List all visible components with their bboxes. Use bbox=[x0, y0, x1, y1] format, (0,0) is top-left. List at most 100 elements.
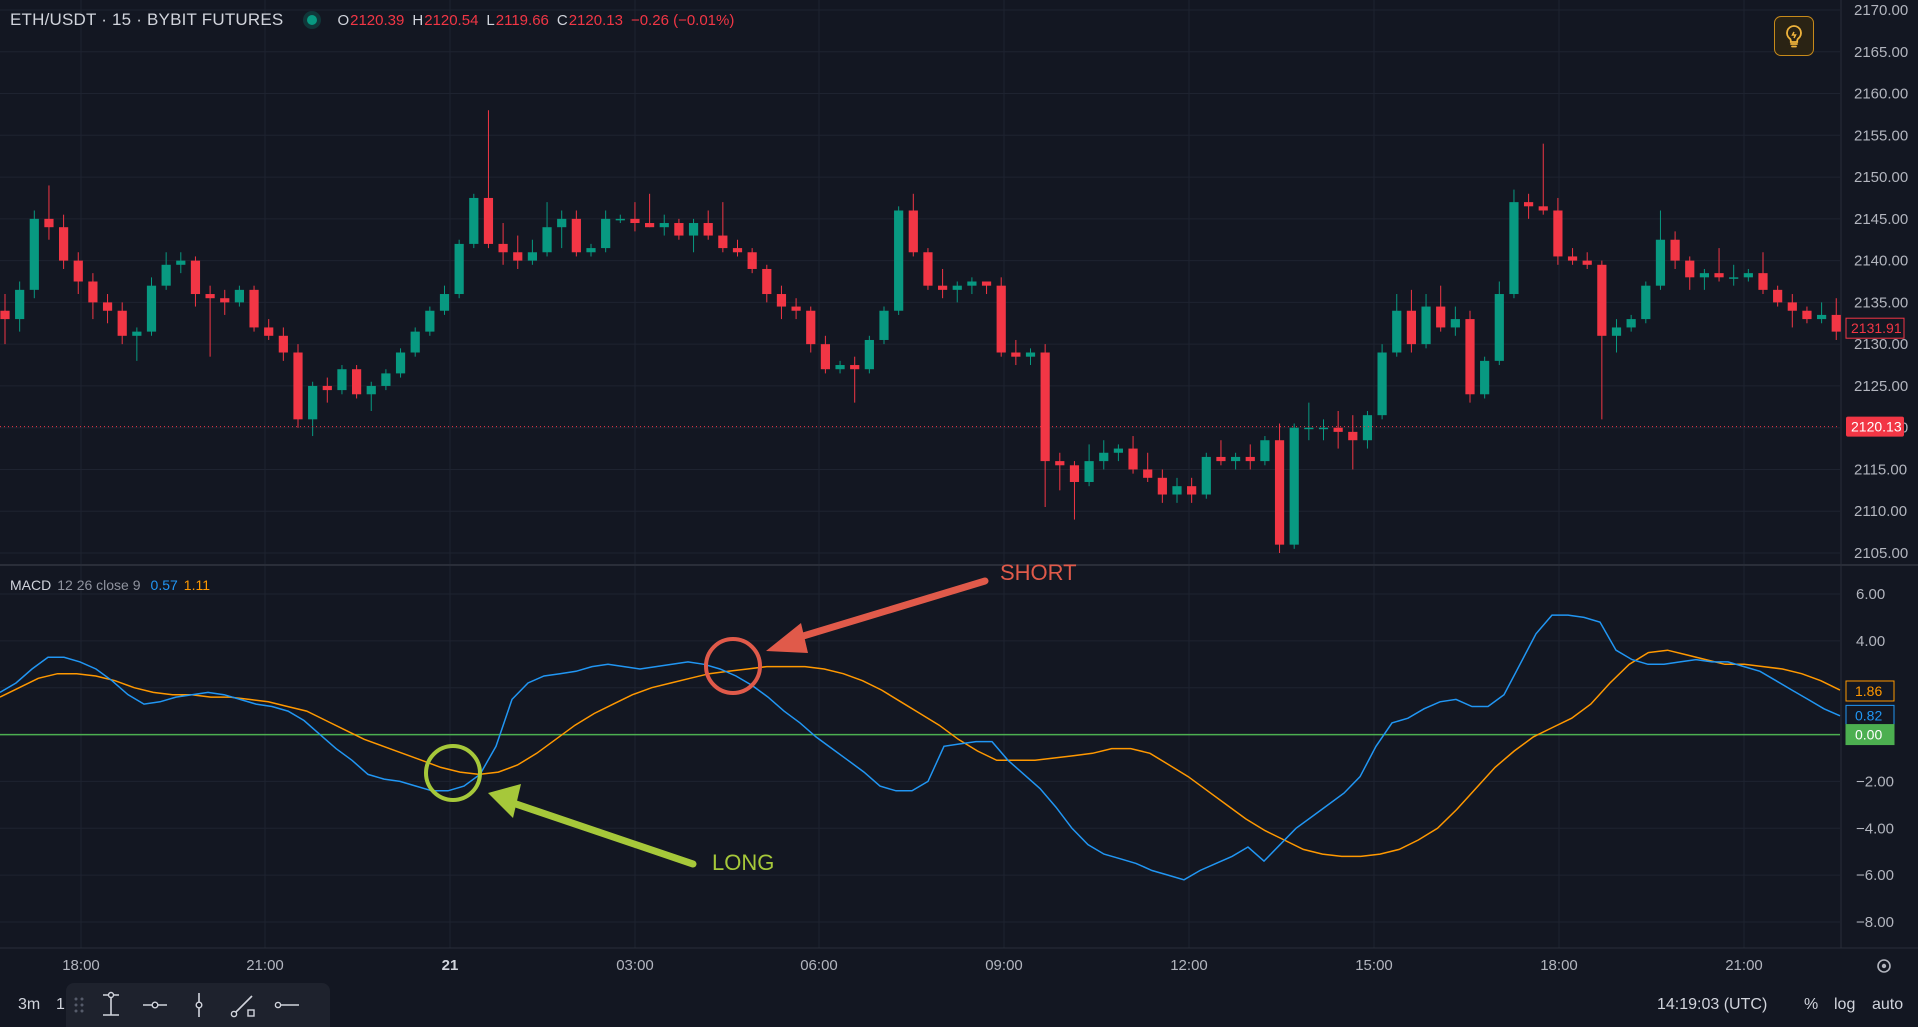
candle-body bbox=[1802, 310, 1812, 320]
candle-body bbox=[102, 302, 113, 311]
candle-body bbox=[850, 365, 860, 370]
candle-body bbox=[146, 285, 157, 332]
candle bbox=[1758, 252, 1768, 295]
candle bbox=[322, 377, 332, 403]
last-price-label: 2131.91 bbox=[1851, 320, 1902, 336]
candle-body bbox=[1157, 477, 1167, 495]
candle-body bbox=[1743, 273, 1753, 278]
candle-body bbox=[381, 373, 391, 386]
low-value: 2119.66 bbox=[495, 11, 549, 29]
candle-body bbox=[1817, 314, 1827, 320]
candle-body bbox=[1245, 456, 1255, 462]
time-tick-label: 18:00 bbox=[1540, 957, 1578, 974]
candle bbox=[249, 285, 259, 332]
candle bbox=[1084, 444, 1094, 487]
candle bbox=[703, 210, 713, 240]
candle bbox=[1406, 289, 1416, 353]
time-tick-label: 21:00 bbox=[1725, 957, 1763, 974]
candle bbox=[1216, 440, 1226, 466]
candle-body bbox=[1040, 352, 1050, 462]
market-status-dot-icon bbox=[307, 15, 318, 25]
price-range-tool-icon[interactable] bbox=[92, 988, 130, 1022]
candle bbox=[117, 302, 127, 345]
candle-body bbox=[1201, 456, 1211, 495]
trend-line-tool-icon[interactable] bbox=[224, 988, 262, 1022]
candle-body bbox=[1831, 314, 1841, 332]
log-scale-toggle[interactable]: log bbox=[1834, 996, 1856, 1013]
candle bbox=[923, 248, 933, 290]
candle-body bbox=[1567, 256, 1578, 261]
long-circle-marker bbox=[424, 744, 482, 802]
candle bbox=[820, 335, 830, 374]
candle-body bbox=[703, 223, 713, 236]
macd-value: 0.57 bbox=[150, 577, 178, 593]
candle-body bbox=[1172, 486, 1182, 495]
candle-body bbox=[1055, 461, 1065, 466]
candle bbox=[1128, 436, 1138, 474]
timeframe-button[interactable]: 3m bbox=[18, 996, 41, 1013]
candle-body bbox=[234, 289, 244, 303]
settings-gear-icon[interactable] bbox=[1877, 959, 1891, 973]
price-tick-label: 2130.00 bbox=[1854, 336, 1908, 353]
candle-body bbox=[1216, 456, 1226, 462]
macd-legend[interactable]: MACD 12 26 close 9 0.57 1.11 bbox=[10, 577, 210, 593]
horizontal-line-tool-icon[interactable] bbox=[268, 988, 306, 1022]
candle bbox=[1099, 440, 1109, 470]
candle-body bbox=[879, 310, 889, 340]
candle-body bbox=[894, 210, 904, 311]
candle bbox=[0, 294, 10, 345]
candle bbox=[1567, 248, 1578, 265]
time-tick-label: 12:00 bbox=[1170, 957, 1208, 974]
candle bbox=[952, 281, 962, 303]
signal-badge-label: 1.86 bbox=[1855, 683, 1882, 699]
candle-body bbox=[425, 310, 435, 332]
price-tick-label: 2160.00 bbox=[1854, 86, 1908, 103]
candle bbox=[776, 285, 787, 320]
lightbulb-icon[interactable] bbox=[1774, 16, 1814, 56]
candle bbox=[557, 210, 567, 249]
candle bbox=[293, 344, 303, 428]
auto-scale-toggle[interactable]: auto bbox=[1872, 996, 1904, 1013]
price-tick-label: 2150.00 bbox=[1854, 169, 1908, 186]
percent-scale-toggle[interactable]: % bbox=[1804, 996, 1819, 1013]
candle-body bbox=[439, 294, 450, 311]
short-label: SHORT bbox=[1000, 560, 1077, 585]
candle bbox=[1655, 210, 1666, 290]
candle bbox=[1494, 281, 1504, 366]
signal-line bbox=[0, 649, 1841, 858]
candle bbox=[835, 360, 845, 374]
candle-body bbox=[527, 252, 537, 261]
candle bbox=[234, 285, 244, 307]
candle bbox=[762, 264, 772, 303]
vertical-line-tool-icon[interactable] bbox=[180, 988, 218, 1022]
candle bbox=[674, 218, 684, 240]
symbol-title[interactable]: ETH/USDT · 15 · BYBIT FUTURES bbox=[10, 10, 284, 29]
timeframe-button-2[interactable]: 1 bbox=[56, 996, 65, 1013]
candle-body bbox=[1025, 352, 1036, 357]
candle bbox=[425, 306, 435, 336]
candle bbox=[879, 306, 889, 345]
candle bbox=[571, 210, 581, 257]
candle-body bbox=[1362, 415, 1373, 441]
low-label: L bbox=[486, 11, 495, 29]
candle-body bbox=[1113, 448, 1123, 453]
candle bbox=[1714, 248, 1724, 282]
drag-handle-icon[interactable] bbox=[72, 995, 86, 1015]
candle-body bbox=[1289, 427, 1299, 545]
time-tick-label: 18:00 bbox=[62, 957, 100, 974]
macd-tick-label: 4.00 bbox=[1856, 633, 1885, 650]
horizontal-ray-tool-icon[interactable] bbox=[136, 988, 174, 1022]
candle-body bbox=[1699, 273, 1709, 278]
candle bbox=[1465, 310, 1475, 403]
candle-body bbox=[44, 218, 54, 228]
candle-body bbox=[1773, 289, 1783, 303]
candle-body bbox=[73, 260, 83, 282]
candle bbox=[264, 319, 274, 340]
candle-body bbox=[249, 289, 259, 328]
candle bbox=[395, 348, 406, 378]
candle-body bbox=[718, 235, 728, 249]
utc-clock[interactable]: 14:19:03 (UTC) bbox=[1657, 996, 1768, 1013]
candle-body bbox=[469, 197, 479, 244]
candle-body bbox=[1641, 285, 1651, 320]
